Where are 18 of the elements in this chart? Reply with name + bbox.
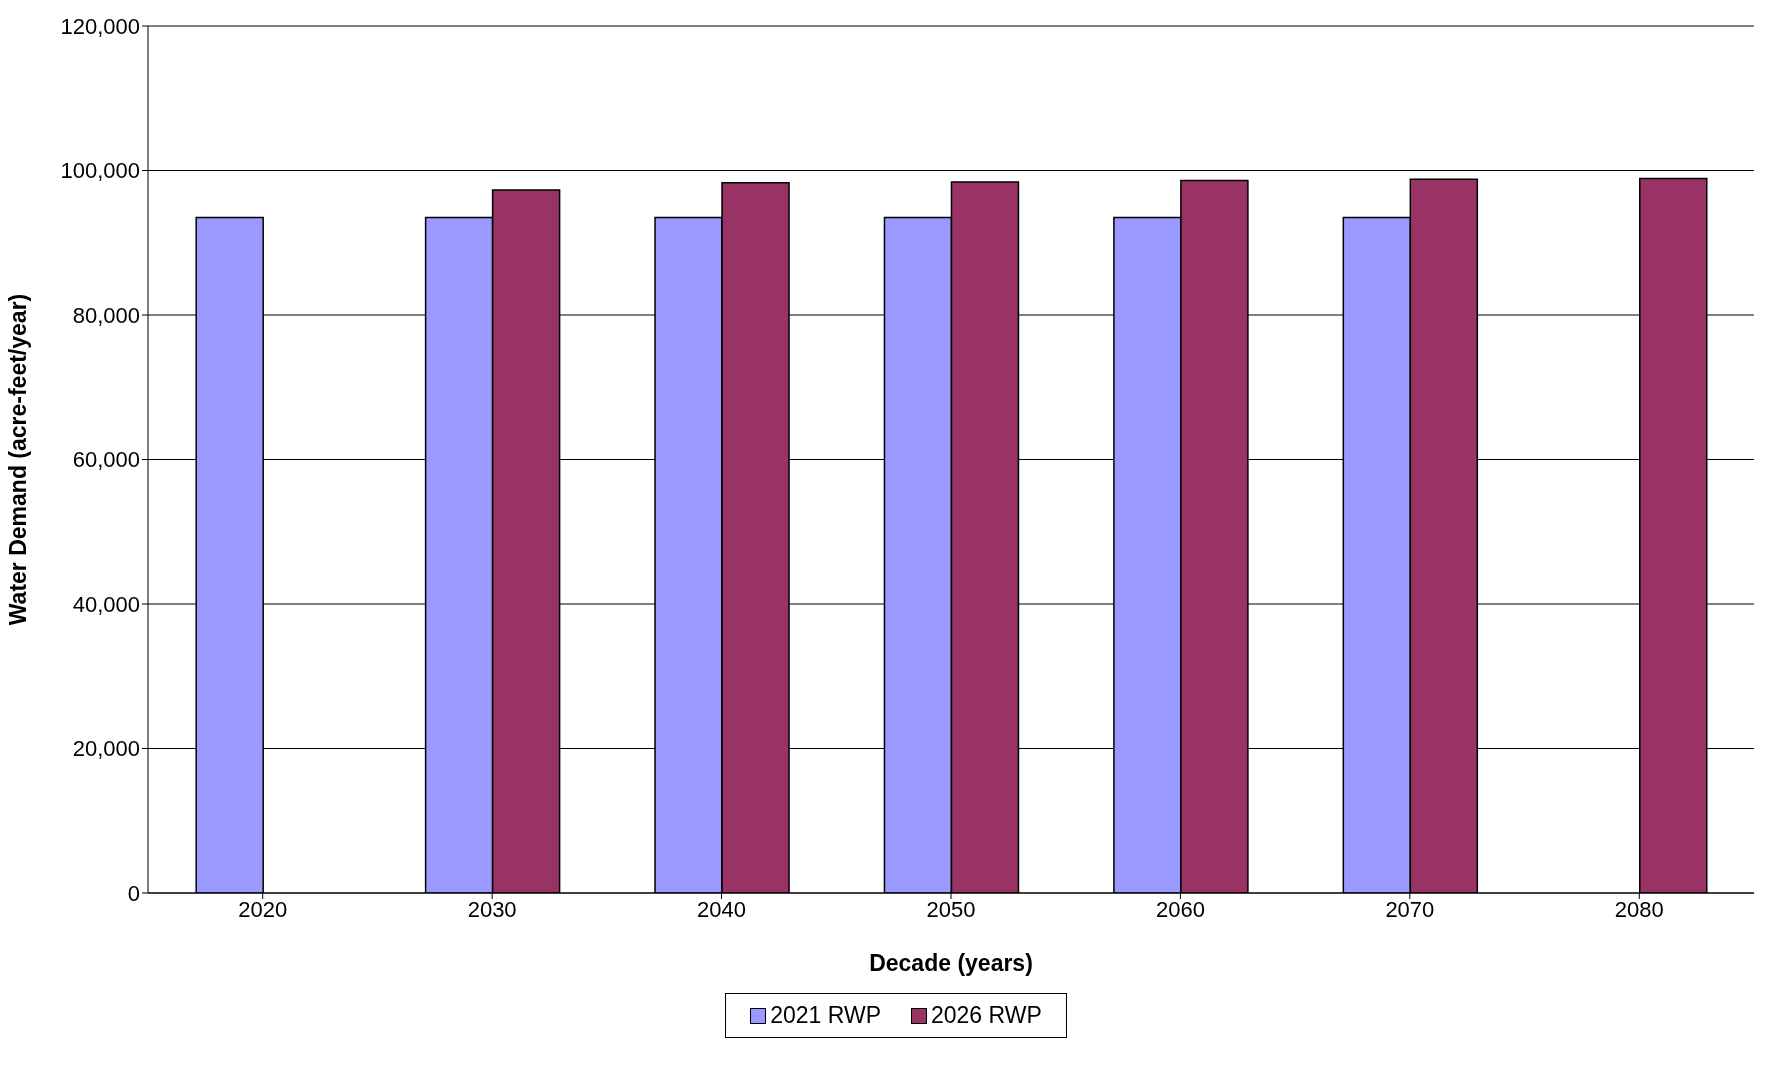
x-tick-label: 2060 xyxy=(1155,896,1205,922)
y-tick-label: 120,000 xyxy=(60,13,140,39)
y-tick-label: 80,000 xyxy=(72,302,140,328)
y-tick-label: 60,000 xyxy=(72,447,140,473)
x-tick-label: 2020 xyxy=(238,896,288,922)
y-axis-title: Water Demand (acre-feet/year) xyxy=(5,293,32,626)
legend-label: 2021 RWP xyxy=(769,1002,881,1029)
y-tick-label: 40,000 xyxy=(72,591,140,617)
y-tick-label: 100,000 xyxy=(60,158,140,184)
x-tick-label: 2040 xyxy=(697,896,747,922)
x-tick-label: 2070 xyxy=(1385,896,1435,922)
x-tick-label: 2030 xyxy=(467,896,517,922)
x-tick-label: 2080 xyxy=(1614,896,1664,922)
x-axis-title: Decade (years) xyxy=(869,950,1033,976)
y-tick-label: 20,000 xyxy=(72,736,140,762)
x-tick-label: 2050 xyxy=(926,896,976,922)
y-tick-label: 0 xyxy=(127,880,140,906)
legend-label: 2026 RWP xyxy=(930,1002,1042,1029)
